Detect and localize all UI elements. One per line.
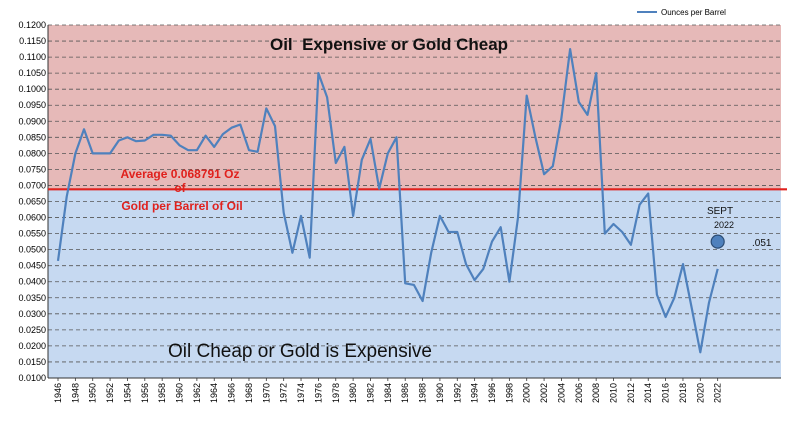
x-tick-label: 2018	[678, 383, 688, 403]
y-tick-label: 0.0350	[18, 293, 46, 303]
x-tick-label: 1970	[261, 383, 271, 403]
lower-zone	[48, 189, 781, 378]
annotation-year: 2022	[714, 220, 734, 230]
legend-label: Ounces per Barrel	[661, 8, 726, 17]
x-tick-label: 2012	[626, 383, 636, 403]
x-tick-label: 1968	[244, 383, 254, 403]
x-tick-label: 1966	[227, 383, 237, 403]
lower-zone-label: Oil Cheap or Gold is Expensive	[168, 341, 432, 362]
x-tick-label: 1952	[105, 383, 115, 403]
y-tick-label: 0.0900	[18, 116, 46, 126]
x-tick-label: 1990	[435, 383, 445, 403]
x-tick-label: 2000	[522, 383, 532, 403]
y-tick-label: 0.0300	[18, 309, 46, 319]
y-tick-label: 0.0750	[18, 164, 46, 174]
x-tick-label: 1948	[70, 383, 80, 403]
y-tick-label: 0.1200	[18, 20, 46, 30]
x-tick-label: 1982	[365, 383, 375, 403]
x-tick-label: 1964	[209, 383, 219, 403]
x-tick-label: 1980	[348, 383, 358, 403]
x-tick-label: 2004	[556, 383, 566, 403]
y-tick-label: 0.0500	[18, 245, 46, 255]
y-tick-label: 0.0150	[18, 357, 46, 367]
x-tick-label: 1976	[313, 383, 323, 403]
x-tick-label: 1996	[487, 383, 497, 403]
y-tick-label: 0.0200	[18, 341, 46, 351]
average-label-line2: of	[174, 181, 186, 195]
average-label-line3: Gold per Barrel of Oil	[121, 199, 242, 213]
x-tick-label: 2008	[591, 383, 601, 403]
y-tick-label: 0.0950	[18, 100, 46, 110]
y-tick-label: 0.1000	[18, 84, 46, 94]
upper-zone-label: Oil Expensive or Gold Cheap	[270, 35, 508, 54]
average-label-line1: Average 0.068791 Oz	[121, 167, 240, 181]
annotation-month: SEPT	[707, 206, 733, 217]
x-tick-label: 2022	[713, 383, 723, 403]
x-tick-label: 2020	[695, 383, 705, 403]
y-tick-label: 0.0450	[18, 261, 46, 271]
x-tick-label: 1994	[470, 383, 480, 403]
x-tick-label: 2006	[574, 383, 584, 403]
y-tick-label: 0.0800	[18, 148, 46, 158]
x-tick-label: 1986	[400, 383, 410, 403]
x-tick-label: 1958	[157, 383, 167, 403]
y-tick-label: 0.0650	[18, 197, 46, 207]
x-tick-label: 1998	[504, 383, 514, 403]
y-tick-label: 0.1050	[18, 68, 46, 78]
x-tick-label: 1946	[53, 383, 63, 403]
x-tick-label: 2014	[643, 383, 653, 403]
x-tick-label: 1960	[175, 383, 185, 403]
x-tick-label: 2010	[609, 383, 619, 403]
x-tick-label: 1954	[122, 383, 132, 403]
x-tick-label: 1984	[383, 383, 393, 403]
y-tick-label: 0.0600	[18, 213, 46, 223]
y-tick-label: 0.1100	[19, 52, 46, 62]
x-tick-label: 1974	[296, 383, 306, 403]
x-tick-label: 1992	[452, 383, 462, 403]
x-tick-label: 1978	[331, 383, 341, 403]
x-tick-label: 2002	[539, 383, 549, 403]
y-tick-label: 0.1150	[19, 36, 46, 46]
y-tick-label: 0.0400	[18, 277, 46, 287]
y-tick-label: 0.0850	[18, 132, 46, 142]
annotation-value: .051	[752, 238, 772, 249]
series-line	[56, 47, 719, 354]
x-tick-label: 1956	[140, 383, 150, 403]
y-tick-label: 0.0700	[18, 180, 46, 190]
y-tick-label: 0.0250	[18, 325, 46, 335]
y-tick-label: 0.0550	[18, 229, 46, 239]
x-tick-label: 1962	[192, 383, 202, 403]
x-tick-label: 1950	[88, 383, 98, 403]
x-tick-label: 1988	[418, 383, 428, 403]
upper-zone	[48, 25, 781, 190]
x-tick-label: 2016	[661, 383, 671, 403]
y-tick-label: 0.0100	[18, 373, 46, 383]
current-value-marker	[710, 234, 725, 249]
x-tick-label: 1972	[279, 383, 289, 403]
